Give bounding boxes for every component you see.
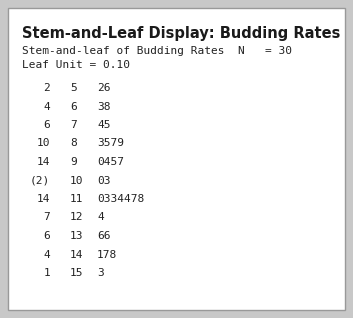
Text: 4: 4 — [43, 250, 50, 259]
Text: 6: 6 — [43, 231, 50, 241]
Text: 7: 7 — [70, 120, 77, 130]
Text: 6: 6 — [43, 120, 50, 130]
Text: 4: 4 — [43, 101, 50, 112]
Text: 15: 15 — [70, 268, 84, 278]
Text: 8: 8 — [70, 139, 77, 149]
Text: 66: 66 — [97, 231, 110, 241]
Text: 11: 11 — [70, 194, 84, 204]
Text: 178: 178 — [97, 250, 117, 259]
Text: 14: 14 — [36, 194, 50, 204]
Text: 26: 26 — [97, 83, 110, 93]
Text: 14: 14 — [70, 250, 84, 259]
Text: 2: 2 — [43, 83, 50, 93]
Text: 5: 5 — [70, 83, 77, 93]
Text: 0457: 0457 — [97, 157, 124, 167]
Text: 4: 4 — [97, 212, 104, 223]
Text: Stem-and-leaf of Budding Rates  N   = 30: Stem-and-leaf of Budding Rates N = 30 — [22, 46, 292, 56]
Text: 10: 10 — [36, 139, 50, 149]
Text: 14: 14 — [36, 157, 50, 167]
Text: 38: 38 — [97, 101, 110, 112]
Text: 3579: 3579 — [97, 139, 124, 149]
Text: 9: 9 — [70, 157, 77, 167]
Text: (2): (2) — [30, 176, 50, 185]
Text: 6: 6 — [70, 101, 77, 112]
Text: 13: 13 — [70, 231, 84, 241]
Text: 7: 7 — [43, 212, 50, 223]
Text: 3: 3 — [97, 268, 104, 278]
Text: Leaf Unit = 0.10: Leaf Unit = 0.10 — [22, 60, 130, 70]
Text: 10: 10 — [70, 176, 84, 185]
Text: 1: 1 — [43, 268, 50, 278]
Text: 45: 45 — [97, 120, 110, 130]
Text: 0334478: 0334478 — [97, 194, 144, 204]
FancyBboxPatch shape — [8, 8, 345, 310]
Text: 12: 12 — [70, 212, 84, 223]
Text: Stem-and-Leaf Display: Budding Rates: Stem-and-Leaf Display: Budding Rates — [22, 26, 340, 41]
Text: 03: 03 — [97, 176, 110, 185]
